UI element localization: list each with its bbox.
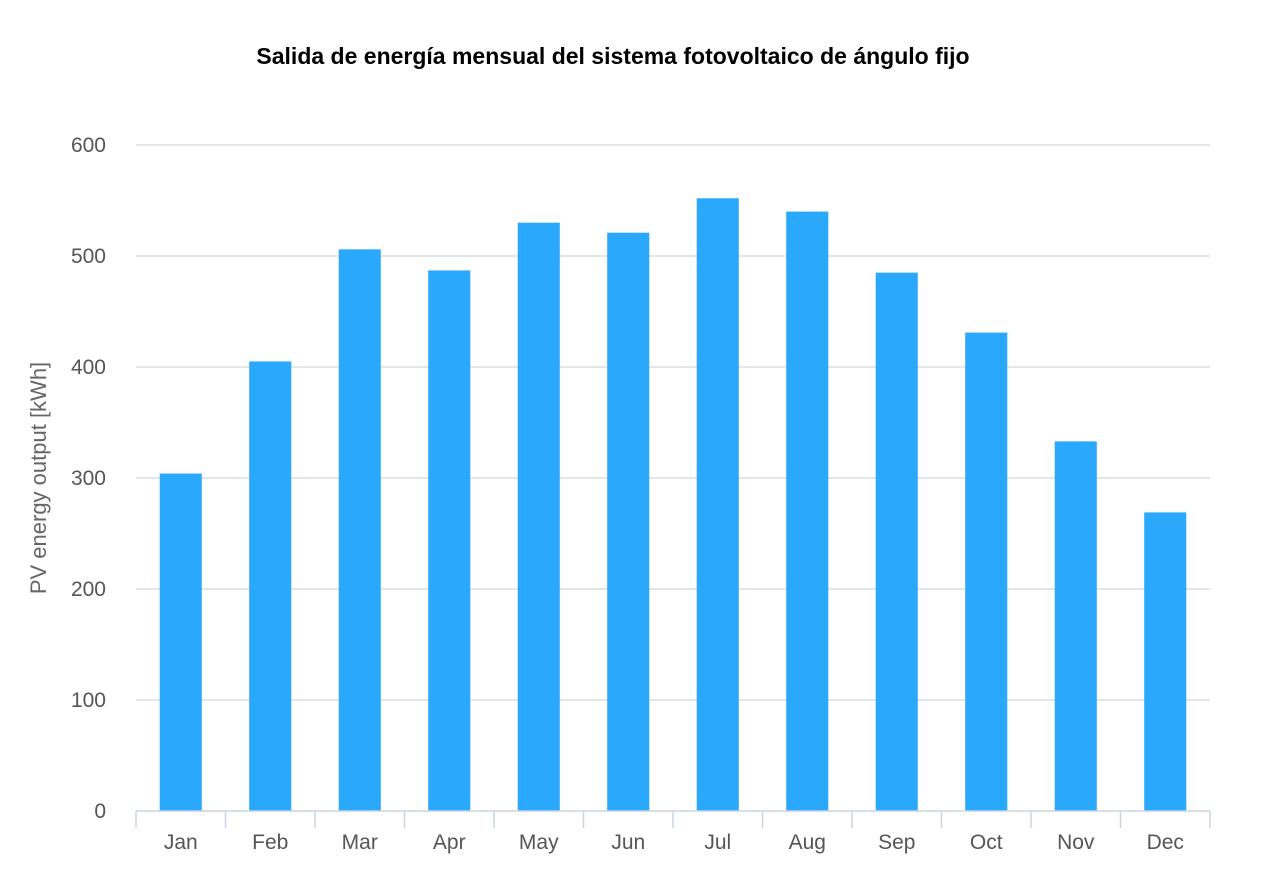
y-tick-label-0: 0 — [94, 800, 106, 823]
bar-mar — [338, 249, 381, 812]
bars — [159, 198, 1187, 812]
y-tick-label-200: 200 — [71, 578, 106, 601]
y-tick-label-500: 500 — [71, 245, 106, 268]
x-tick-labels: Jan Feb Mar Apr May Jun Jul Aug Sep Oct Nov Dec — [164, 831, 1184, 854]
y-tick-label-400: 400 — [71, 356, 106, 379]
x-tick-label-jan: Jan — [164, 831, 198, 854]
bar-nov — [1054, 441, 1097, 811]
y-tick-label-100: 100 — [71, 689, 106, 712]
x-tick-label-jun: Jun — [611, 831, 645, 854]
x-tick-label-mar: Mar — [342, 831, 378, 854]
y-axis-label: PV energy output [kWh] — [26, 362, 51, 594]
bar-sep — [875, 272, 918, 811]
y-tick-label-600: 600 — [71, 134, 106, 157]
y-tick-labels: 0 100 200 300 400 500 600 — [71, 134, 106, 823]
x-tick-label-aug: Aug — [789, 831, 826, 854]
bar-dec — [1144, 512, 1187, 811]
bar-jun — [607, 232, 650, 811]
chart-title: Salida de energía mensual del sistema fo… — [256, 43, 969, 69]
bar-jan — [159, 473, 202, 811]
x-tick-label-oct: Oct — [970, 831, 1003, 854]
x-axis — [135, 810, 1211, 828]
x-tick-label-apr: Apr — [433, 831, 466, 854]
x-tick-label-feb: Feb — [252, 831, 288, 854]
x-tick-label-sep: Sep — [878, 831, 915, 854]
bar-apr — [428, 270, 471, 811]
bar-aug — [786, 211, 829, 812]
bar-may — [517, 222, 560, 811]
x-tick-label-dec: Dec — [1147, 831, 1184, 854]
y-tick-label-300: 300 — [71, 467, 106, 490]
x-tick-label-may: May — [519, 831, 559, 854]
bar-oct — [965, 332, 1008, 811]
gridlines — [136, 144, 1210, 701]
x-tick-label-jul: Jul — [704, 831, 731, 854]
bar-jul — [696, 198, 739, 811]
bar-feb — [249, 361, 292, 811]
x-tick-label-nov: Nov — [1057, 831, 1095, 854]
